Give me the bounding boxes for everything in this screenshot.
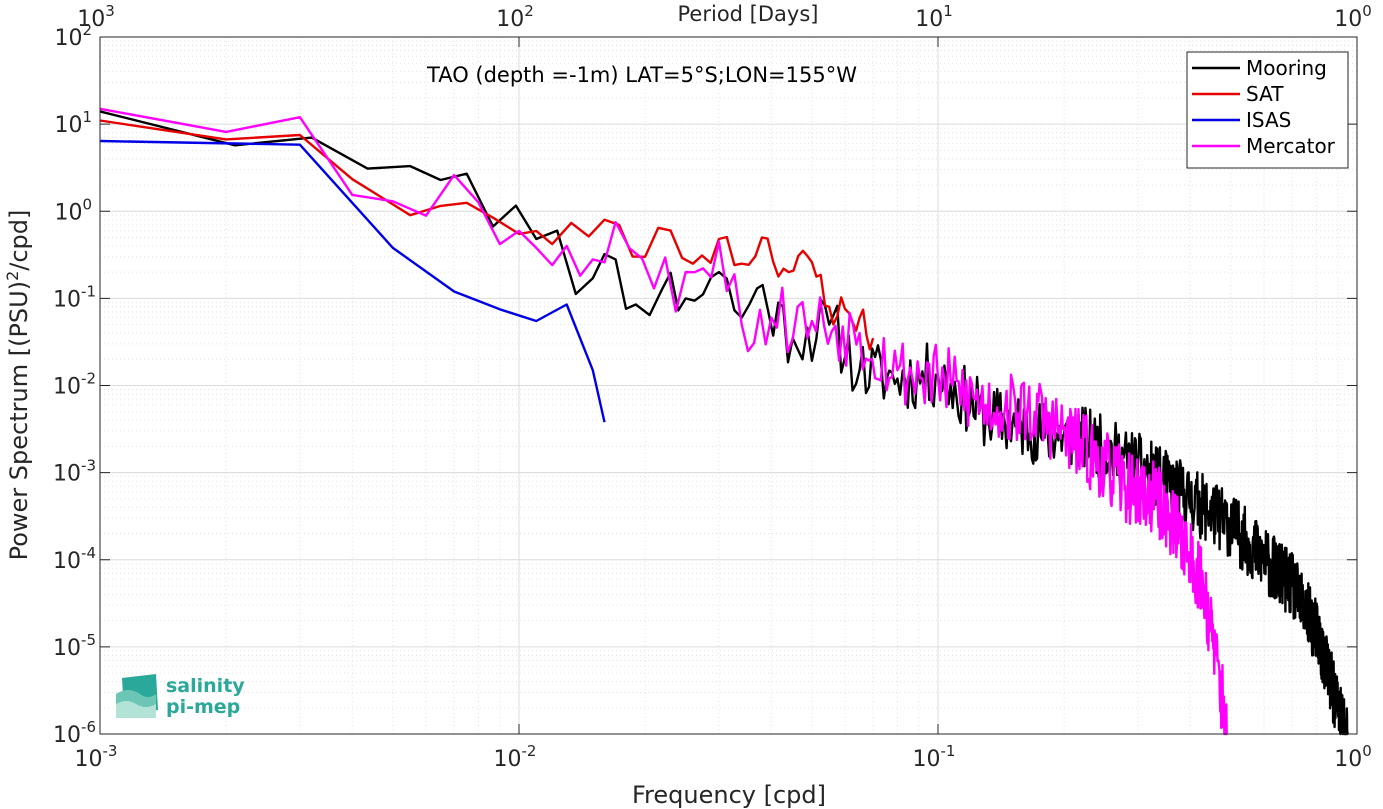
y-axis-label-sup: 2 — [3, 271, 22, 281]
series-line-mooring — [99, 110, 1349, 736]
logo-text-salinity: salinity — [166, 675, 245, 697]
series-line-mercator — [99, 107, 1228, 736]
x-tick-label: 10-2 — [494, 742, 537, 772]
y-tick-label: 10-3 — [53, 457, 96, 487]
chart-title: TAO (depth =-1m) LAT=5°S;LON=155°W — [426, 63, 857, 87]
y-tick-label: 10-4 — [53, 544, 96, 574]
series-layer — [99, 107, 1349, 736]
x-tick-label: 100 — [1334, 742, 1372, 772]
top-tick-label: 102 — [496, 2, 534, 32]
y-tick-label: 10-2 — [53, 370, 96, 400]
x-tick-label: 10-3 — [75, 742, 118, 772]
y-tick-label: 10-6 — [53, 718, 96, 748]
top-tick-label: 100 — [1334, 2, 1372, 32]
y-tick-label: 100 — [54, 195, 92, 225]
logo-wave-front — [116, 701, 156, 718]
top-tick-label: 101 — [915, 2, 953, 32]
series-line-isas — [99, 139, 606, 423]
logo-text-pimep: pi-mep — [166, 696, 240, 718]
y-axis-label: Power Spectrum [(PSU)2/cpd] — [3, 210, 33, 561]
axis-ticks — [99, 36, 1358, 735]
y-axis-label-main: Power Spectrum [(PSU) — [5, 281, 33, 560]
legend-box — [1186, 51, 1349, 169]
series-line-sat — [99, 119, 875, 351]
salinity-pi-mep-logo: salinity pi-mep — [116, 674, 245, 718]
y-tick-label: 10-5 — [53, 631, 96, 661]
x-axis-label: Frequency [cpd] — [632, 781, 826, 809]
y-tick-label: 101 — [54, 108, 92, 138]
y-axis-label-tail: /cpd] — [5, 210, 33, 271]
top-axis-label: Period [Days] — [678, 2, 819, 26]
y-tick-labels: 102 101 100 10-1 10-2 10-3 10-4 10-5 10-6 — [53, 21, 96, 748]
legend-label-mooring: Mooring — [1246, 56, 1327, 80]
legend-label-mercator: Mercator — [1246, 134, 1336, 158]
y-tick-label: 10-1 — [53, 282, 96, 312]
top-tick-labels: 103 102 101 100 — [77, 2, 1372, 32]
legend-label-isas: ISAS — [1246, 108, 1291, 132]
y-tick-label: 102 — [54, 21, 92, 51]
x-tick-labels: 10-3 10-2 10-1 100 — [75, 742, 1372, 772]
top-tick-label: 103 — [77, 2, 115, 32]
x-tick-label: 10-1 — [913, 742, 956, 772]
legend-label-sat: SAT — [1246, 82, 1284, 106]
